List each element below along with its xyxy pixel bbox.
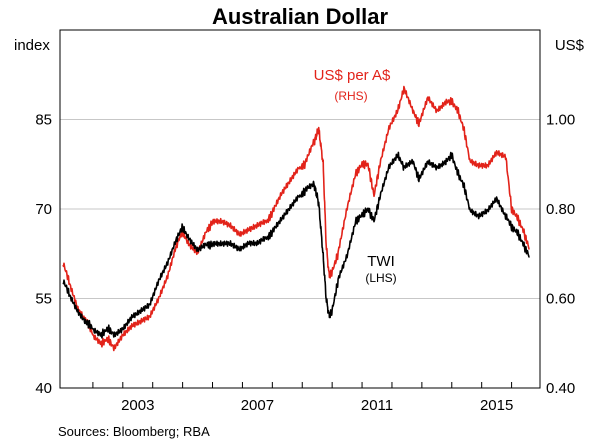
right-tick-label: 0.60 [546,291,575,308]
series-line [62,151,530,339]
series-layer [62,85,530,352]
x-axis-ticks: 2003 2007 2011 2015 [92,382,513,414]
twi-series-label: TWI [367,253,395,270]
right-tick-label: 1.00 [546,112,575,129]
left-axis-unit: index [14,37,50,54]
right-axis-ticks: 0.40 0.60 0.80 1.00 [546,112,575,398]
gridlines [60,119,540,299]
plot-frame [59,29,541,389]
right-axis-unit: US$ [555,37,585,54]
left-tick-label: 70 [35,201,52,218]
left-axis-ticks: 40 55 70 85 [35,112,52,398]
left-tick-label: 85 [35,112,52,129]
x-tick-label: 2011 [361,397,393,414]
usd-series-axis-note: (RHS) [334,89,367,103]
twi-series-axis-note: (LHS) [365,271,396,285]
source-note: Sources: Bloomberg; RBA [58,424,210,439]
left-tick-label: 55 [35,291,52,308]
usd-series-label: US$ per A$ [314,67,391,84]
series-line [62,85,530,352]
x-tick-label: 2015 [480,397,513,414]
x-tick-label: 2007 [241,397,274,414]
x-tick-label: 2003 [121,397,154,414]
left-tick-label: 40 [35,380,52,397]
right-tick-label: 0.40 [546,380,575,397]
chart-title: Australian Dollar [212,4,388,29]
right-tick-label: 0.80 [546,201,575,218]
